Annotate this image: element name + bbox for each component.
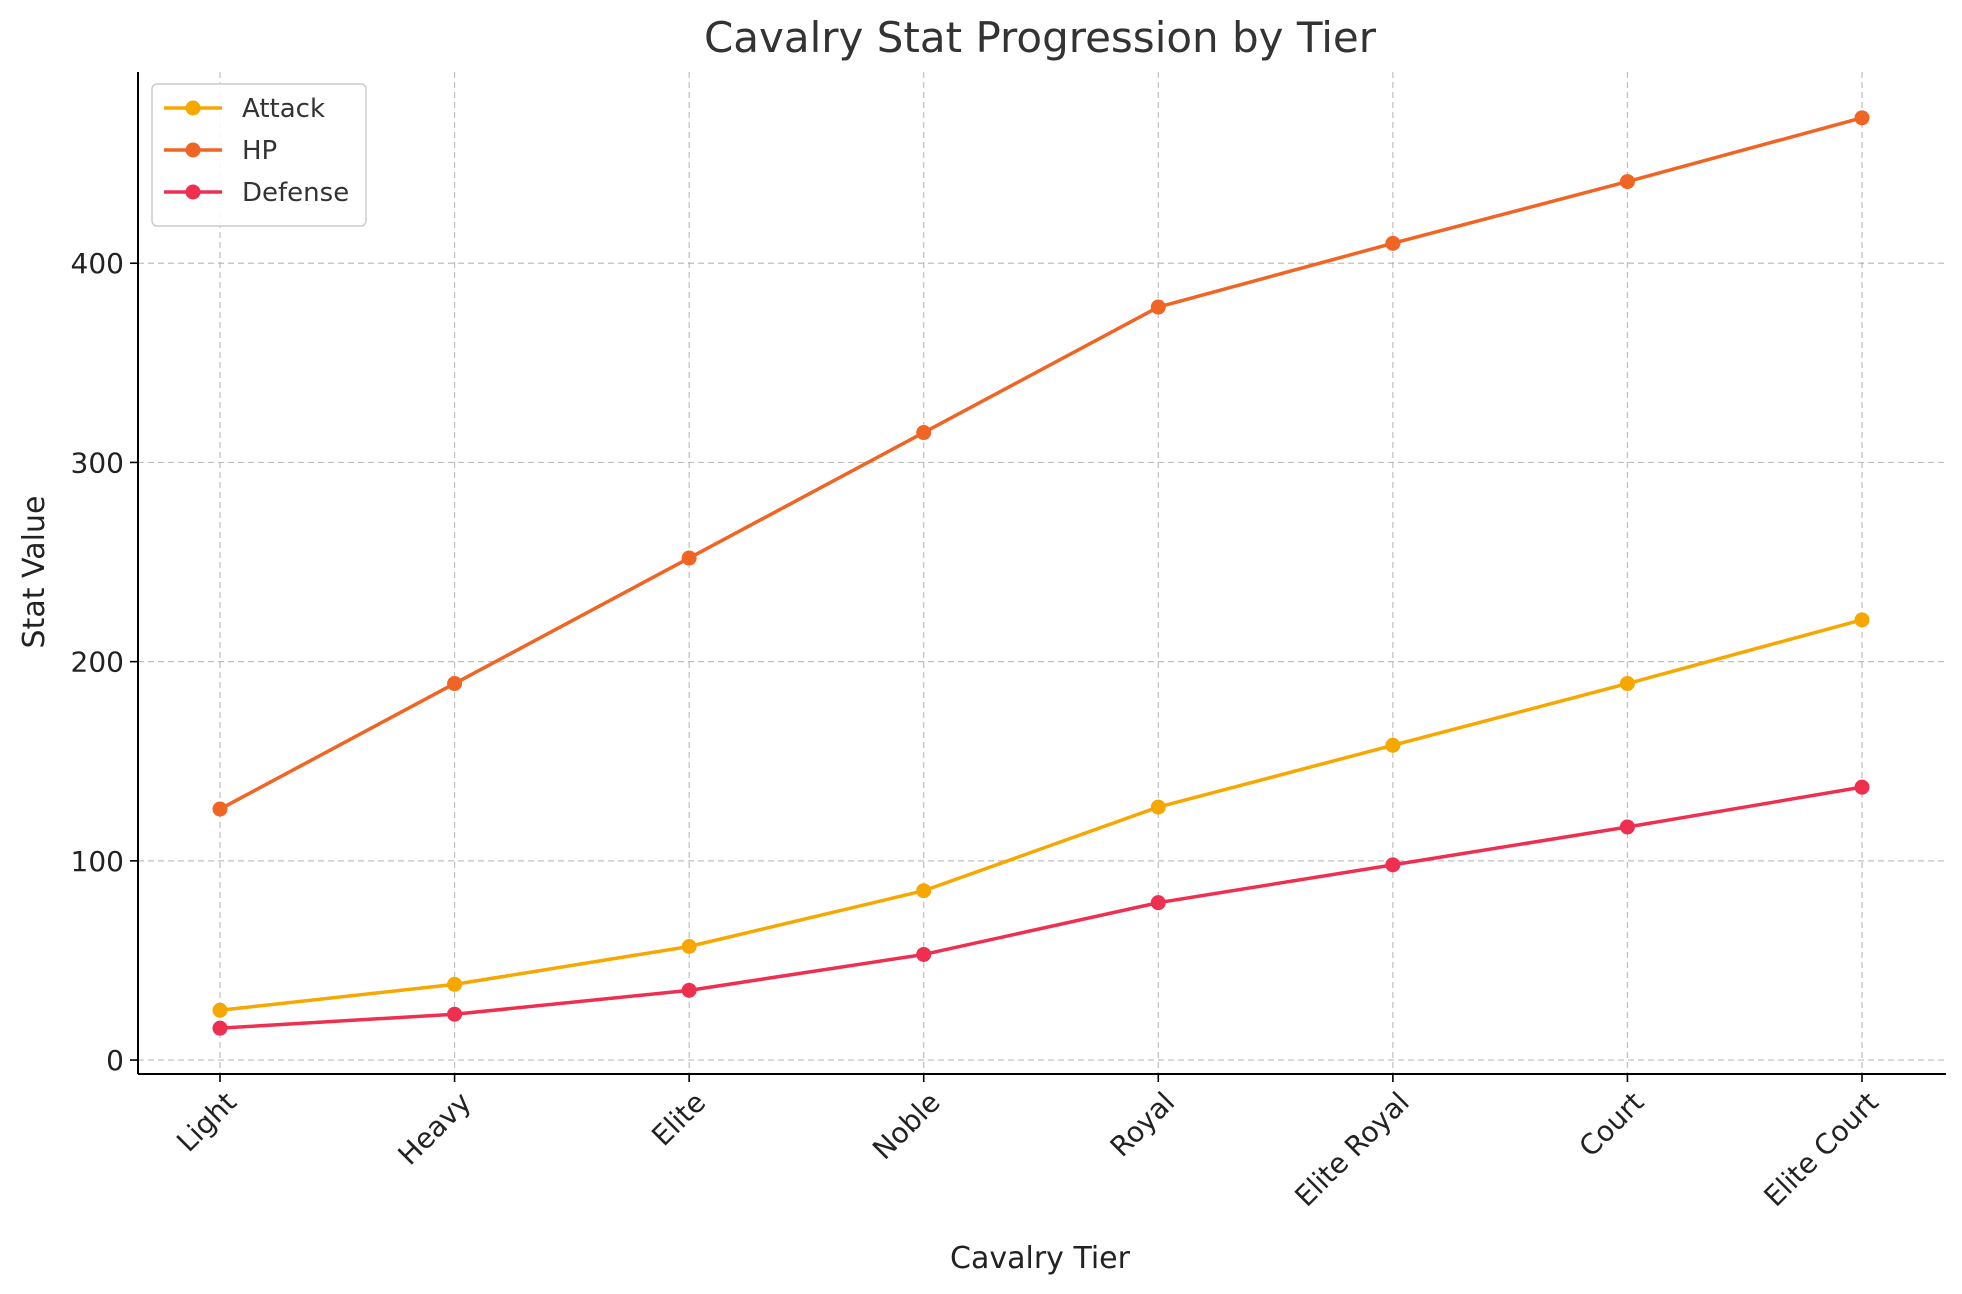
data-point-attack [681, 939, 697, 955]
data-point-defense [681, 982, 697, 998]
data-point-hp [1385, 235, 1401, 251]
x-tick-label: Elite Royal [1288, 1086, 1415, 1213]
legend-item-attack: Attack [164, 94, 325, 124]
x-tick-label: Light [170, 1086, 243, 1159]
y-tick-label: 0 [106, 1044, 124, 1077]
legend-label: Defense [242, 178, 349, 208]
data-point-defense [1854, 779, 1870, 795]
series-line-hp [219, 116, 1863, 811]
legend-label: Attack [242, 94, 325, 124]
data-point-attack [1619, 676, 1635, 692]
data-point-attack [212, 1002, 228, 1018]
chart-title: Cavalry Stat Progression by Tier [704, 13, 1377, 62]
tick-labels: 0 100 200 300 400 Light Heavy Elite Noble Royal El… [71, 247, 1885, 1213]
legend-swatch-marker [185, 142, 201, 158]
data-point-attack [447, 976, 463, 992]
data-point-hp [212, 801, 228, 817]
data-point-hp [1619, 174, 1635, 190]
x-tick-label: Court [1573, 1086, 1651, 1164]
y-tick-label: 200 [71, 646, 124, 679]
data-point-defense [1150, 895, 1166, 911]
data-point-hp [1854, 110, 1870, 126]
x-tick-label: Noble [866, 1086, 947, 1167]
data-point-defense [447, 1006, 463, 1022]
series-hp [212, 110, 1870, 817]
axes [137, 72, 1946, 1075]
legend-item-hp: HP [164, 136, 277, 166]
legend: Attack HP Defense [151, 83, 367, 227]
series-line-attack [219, 618, 1863, 1012]
data-point-hp [1150, 299, 1166, 315]
y-tick-label: 300 [71, 446, 124, 479]
legend-label: HP [242, 136, 277, 166]
data-point-attack [1150, 799, 1166, 815]
data-point-attack [1385, 737, 1401, 753]
series-defense [212, 779, 1870, 1036]
series-line-defense [219, 785, 1863, 1030]
x-tick-label: Elite [645, 1086, 712, 1153]
y-tick-label: 100 [71, 845, 124, 878]
legend-item-defense: Defense [164, 178, 349, 208]
y-tick-label: 400 [71, 247, 124, 280]
x-tick-label: Heavy [392, 1086, 478, 1172]
data-point-hp [447, 676, 463, 692]
x-tick-label: Royal [1104, 1086, 1182, 1164]
data-point-attack [916, 883, 932, 899]
legend-swatch-marker [185, 184, 201, 200]
data-point-defense [212, 1020, 228, 1036]
x-tick-label: Elite Court [1757, 1086, 1884, 1213]
data-point-defense [1619, 819, 1635, 835]
data-point-defense [916, 946, 932, 962]
data-point-hp [916, 425, 932, 441]
legend-swatch-marker [185, 100, 201, 116]
series-group [212, 110, 1870, 1036]
y-axis-label: Stat Value [17, 496, 52, 649]
data-point-defense [1385, 857, 1401, 873]
grid [138, 72, 1946, 1074]
series-attack [212, 612, 1870, 1018]
data-point-attack [1854, 612, 1870, 628]
x-axis-label: Cavalry Tier [950, 1241, 1131, 1276]
data-point-hp [681, 550, 697, 566]
